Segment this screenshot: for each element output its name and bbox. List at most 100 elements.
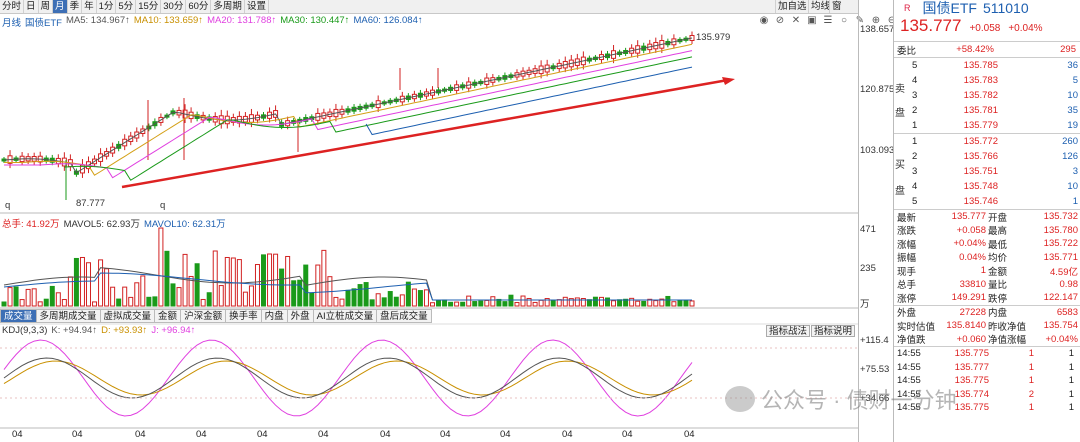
volume-bar [538, 299, 544, 307]
indicator-tab[interactable]: 成交量 [0, 309, 37, 323]
sells-level-row[interactable]: 4 135.783 5 [912, 73, 1080, 88]
indicator-tab[interactable]: 外盘 [287, 309, 314, 323]
volume-bar [568, 298, 574, 307]
window-button[interactable]: 窗 [829, 0, 844, 13]
volume-bar [230, 257, 236, 307]
volume-bar [170, 283, 176, 307]
price-axis-label: 138.657 [860, 24, 895, 35]
volume-bar [369, 299, 375, 307]
stat-value: 135.771 [1043, 251, 1078, 263]
stat-value: 1 [980, 265, 986, 277]
last-price: 135.777 [900, 16, 962, 35]
period-tab[interactable]: 30分 [161, 0, 187, 13]
indicator-tab[interactable]: 盘后成交量 [377, 309, 432, 323]
volume-bar [212, 250, 218, 307]
volume-axis-unit: 万 [860, 299, 870, 310]
period-tab[interactable]: 分时 [0, 0, 25, 13]
indicator-help-button[interactable]: 指标说明 [811, 325, 856, 337]
buys-level-row[interactable]: 3 135.751 3 [912, 164, 1080, 179]
tick-time: 14:55 [897, 402, 921, 414]
period-tab[interactable]: 月 [53, 0, 68, 13]
stat-value: 0.04% [959, 251, 986, 263]
ma30-label: MA30: 130.447↑ [280, 15, 350, 26]
volume-bar [689, 300, 695, 307]
image-icon[interactable]: ▣ [807, 15, 817, 26]
volume-bar [37, 301, 43, 307]
sells-level-row[interactable]: 2 135.781 35 [912, 103, 1080, 118]
stat-value: 122.147 [1043, 292, 1078, 304]
remove-icon[interactable]: ⊖ [887, 15, 897, 26]
sells-level-row[interactable]: 3 135.782 10 [912, 88, 1080, 103]
kline-chart[interactable] [0, 0, 858, 442]
indicator-tab[interactable]: 沪深金额 [181, 309, 227, 323]
add-watchlist-button[interactable]: 加自选 [775, 0, 809, 13]
period-tab[interactable]: 60分 [186, 0, 212, 13]
period-tab[interactable]: 5分 [116, 0, 137, 13]
tick-row: 14:55 135.775 1 1 [894, 374, 1080, 388]
quote-code: 511010 [982, 0, 1029, 16]
weibi-label: 委比 [897, 45, 917, 57]
buys-level-row[interactable]: 4 135.748 10 [912, 179, 1080, 194]
stat-value: 135.780 [1043, 224, 1078, 236]
tick-row: 14:55 135.775 1 1 [894, 347, 1080, 361]
buys-level-row[interactable]: 5 135.746 1 [912, 194, 1080, 209]
indicator-tab[interactable]: 换手率 [226, 309, 262, 323]
eye-off-icon[interactable]: ⊘ [775, 15, 785, 26]
x-axis-label: 04 [684, 429, 695, 440]
stat-label: 昨收净值 [988, 321, 1027, 333]
volume-bar [309, 292, 315, 307]
period-label: 月线 [2, 18, 22, 29]
period-tab[interactable]: 1分 [97, 0, 117, 13]
volume-bar [683, 299, 689, 307]
list-icon[interactable]: ☰ [823, 15, 833, 26]
period-tab[interactable]: 多周期 [211, 0, 245, 13]
sells-level-row[interactable]: 5 135.785 36 [912, 58, 1080, 73]
indicator-tab[interactable]: 多周期成交量 [36, 309, 101, 323]
period-tab[interactable]: 设置 [245, 0, 269, 13]
sells-level-row[interactable]: 1 135.779 19 [912, 118, 1080, 133]
indicator-strategy-button[interactable]: 指标战法 [766, 325, 811, 337]
stat-label: 涨跌 [897, 226, 917, 238]
volume-bar [442, 299, 448, 307]
tick-count: 1 [1068, 348, 1074, 360]
period-tab[interactable]: 15分 [136, 0, 162, 13]
volume-bar [7, 287, 13, 307]
level-volume: 3 [1072, 166, 1078, 177]
stat-row: 涨停 149.291 跌停 122.147 [894, 291, 1080, 305]
close-icon[interactable]: ✕ [791, 15, 801, 26]
period-tab[interactable]: 日 [24, 0, 39, 13]
level-volume: 1 [1072, 196, 1078, 207]
circle-icon[interactable]: ○ [840, 15, 848, 26]
scale-sidebar [858, 0, 893, 442]
volume-bar [460, 301, 466, 307]
buys-level-row[interactable]: 2 135.766 126 [912, 149, 1080, 164]
stat-label: 实时估值 [897, 321, 936, 333]
kdj-k: K: +94.94↑ [51, 325, 98, 336]
volume-bar [423, 289, 429, 307]
weibi-row: 委比 +58.42% 295 [894, 42, 1080, 58]
indicator-tab[interactable]: 虚拟成交量 [100, 309, 156, 323]
price-change: +0.058 [969, 23, 1001, 34]
ma60-label: MA60: 126.084↑ [353, 15, 423, 26]
edit-icon[interactable]: ✎ [855, 15, 865, 26]
period-tab[interactable]: 季 [68, 0, 83, 13]
eye-icon[interactable]: ◉ [759, 15, 769, 26]
level-price: 135.782 [963, 90, 998, 101]
tick-volume: 2 [1028, 388, 1034, 400]
buys-level-row[interactable]: 1 135.772 260 [912, 134, 1080, 149]
level-price: 135.783 [963, 75, 998, 86]
indicator-tab[interactable]: 金额 [155, 309, 182, 323]
kdj-label: KDJ(9,3,3) [2, 325, 48, 336]
ma-button[interactable]: 均线 [808, 0, 832, 13]
add-icon[interactable]: ⊕ [871, 15, 881, 26]
level-price: 135.766 [963, 151, 998, 162]
volume-bar [405, 281, 411, 307]
volume-bar [242, 291, 248, 307]
indicator-tab[interactable]: 内盘 [261, 309, 288, 323]
period-tab[interactable]: 周 [39, 0, 54, 13]
level-volume: 10 [1067, 90, 1078, 101]
stat-row: 总手 33810 量比 0.98 [894, 278, 1080, 292]
period-tab[interactable]: 年 [82, 0, 97, 13]
volume-bar [544, 298, 550, 307]
indicator-tab[interactable]: AI立桩成交量 [313, 309, 378, 323]
